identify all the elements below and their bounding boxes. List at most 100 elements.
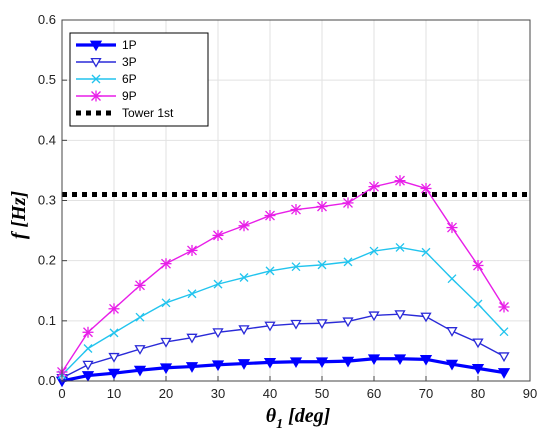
series-3p-point (212, 328, 224, 339)
legend-label: 9P (122, 89, 137, 103)
series-6p-point (135, 312, 145, 322)
series-3p-point (160, 337, 172, 348)
y-tick-labels: 0.0 0.1 0.2 0.3 0.4 0.5 0.6 (38, 12, 56, 388)
series-1p-point (393, 354, 407, 366)
series-9p-point (264, 210, 276, 222)
series-6p-point (187, 289, 197, 299)
series-6p (57, 242, 509, 380)
y-tick-label: 0.1 (38, 313, 56, 328)
y-tick-label: 0.6 (38, 12, 56, 27)
y-tick-label: 0.0 (38, 373, 56, 388)
legend-swatch-marker (89, 40, 103, 52)
legend-item-9p: 9P (76, 89, 137, 103)
series-9p-point (212, 229, 224, 241)
legend-swatch-marker (91, 74, 101, 84)
series-9p-point (160, 258, 172, 270)
x-tick-label: 30 (211, 386, 225, 401)
x-tick-label: 40 (263, 386, 277, 401)
series-9p-point (420, 182, 432, 194)
x-axis-label: θ1 [deg] (266, 405, 331, 432)
x-tick-label: 80 (471, 386, 485, 401)
series-3p-point (342, 317, 354, 328)
series-6p-point (421, 247, 431, 257)
series-9p-point (446, 222, 458, 234)
series-1p-point (133, 365, 147, 377)
series-1p-point (237, 359, 251, 370)
x-tick-label: 70 (419, 386, 433, 401)
x-tick-label: 10 (107, 386, 121, 401)
series-3p-point (420, 312, 432, 323)
x-tick-label: 90 (523, 386, 537, 401)
series-6p-point (447, 274, 457, 284)
series-3p-point (82, 360, 94, 371)
series-6p-point (499, 327, 509, 337)
series-3p-point (264, 321, 276, 332)
series-3p-line (61, 313, 505, 379)
series-3p-point (446, 327, 458, 337)
series-1p-line (61, 357, 505, 383)
series-3p-point (186, 333, 198, 344)
series-3p-point (238, 325, 250, 336)
series-6p-point (369, 246, 379, 256)
series-9p-point (238, 220, 250, 232)
series-6p-point (265, 266, 275, 276)
series-1p-point (419, 354, 433, 366)
series-6p-point (213, 279, 223, 289)
x-tick-label: 0 (58, 386, 65, 401)
x-tick-labels: 0 10 20 30 40 50 60 70 80 90 (58, 386, 537, 401)
series-9p-point (290, 204, 302, 216)
legend-item-tower-1st: Tower 1st (76, 106, 174, 120)
series-1p-point (497, 368, 511, 379)
series-1p-point (263, 357, 277, 369)
legend-label: 6P (122, 72, 137, 86)
series-3p-point (498, 352, 510, 363)
legend-item-1p: 1P (76, 38, 137, 52)
series-3p-point (290, 319, 302, 330)
series-group (55, 175, 511, 388)
series-6p-point (161, 298, 171, 308)
series-6p-point (109, 328, 119, 338)
series-6p-point (473, 299, 483, 309)
series-9p-point (108, 303, 120, 315)
y-tick-label: 0.2 (38, 253, 56, 268)
series-1p-point (185, 362, 199, 373)
x-axis-label-unit: [deg] (283, 405, 331, 427)
series-3p-point (134, 345, 146, 355)
series-9p-point (316, 201, 328, 213)
series-9p-line (61, 179, 505, 373)
y-tick-label: 0.5 (38, 72, 56, 87)
x-tick-label: 50 (315, 386, 329, 401)
series-6p-point (395, 242, 405, 252)
series-1p-point (107, 368, 121, 380)
series-1p (55, 354, 511, 388)
plot-frame (61, 19, 531, 382)
series-6p-point (83, 344, 93, 353)
series-9p-point (498, 301, 510, 313)
legend-swatch-marker (90, 57, 102, 68)
series-3p-point (316, 319, 328, 330)
y-axis-label: f [Hz] (8, 191, 30, 240)
x-tick-label: 20 (159, 386, 173, 401)
series-1p-point (471, 363, 485, 375)
x-tick-label: 60 (367, 386, 381, 401)
series-1p-point (445, 359, 459, 371)
series-9p-point (134, 279, 146, 291)
series-1p-point (367, 354, 381, 366)
x-axis-label-subscript: 1 (276, 417, 283, 432)
series-3p-point (394, 310, 406, 321)
series-9p-point (342, 197, 354, 209)
series-6p-point (343, 257, 353, 267)
series-1p-point (341, 356, 355, 368)
series-6p-point (317, 260, 327, 270)
series-1p-point (211, 360, 225, 372)
y-tick-label: 0.4 (38, 132, 56, 147)
legend-item-6p: 6P (76, 72, 137, 86)
series-3p-point (472, 338, 484, 349)
series-6p-point (239, 273, 249, 282)
series-9p-point (82, 326, 94, 338)
legend-item-3p: 3P (76, 55, 137, 69)
series-6p-point (291, 262, 301, 272)
y-tick-label: 0.3 (38, 193, 56, 208)
series-9p-point (186, 244, 198, 256)
